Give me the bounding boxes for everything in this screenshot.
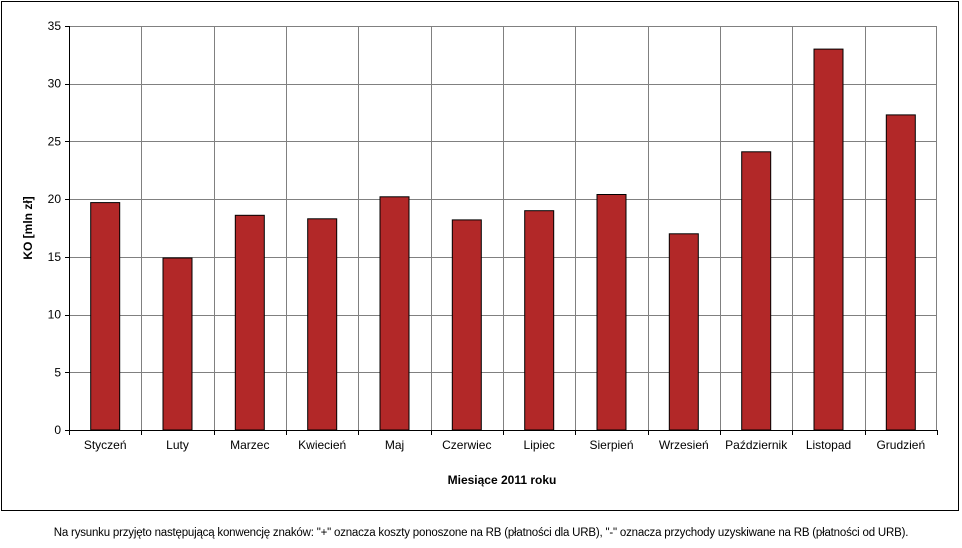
bar-kwiecień (307, 218, 338, 431)
x-tick-label: Październik (725, 438, 788, 452)
bar-czerwiec (451, 219, 482, 431)
bar-maj (379, 196, 410, 431)
y-tick-label: 35 (48, 19, 62, 33)
axes (65, 26, 938, 435)
chart-frame: 0 5 10 15 20 25 30 35 Styczeń Luty Marzec Kwiecień… (1, 1, 959, 511)
y-tick-labels: 0 5 10 15 20 25 30 35 (48, 19, 62, 437)
x-tick-label: Wrzesień (659, 438, 709, 452)
y-axis-title: KO [mln zł] (21, 196, 35, 259)
y-tick-label: 15 (48, 250, 62, 264)
bar-styczeń (90, 202, 121, 431)
y-tick-label: 10 (48, 308, 62, 322)
x-tick-label: Grudzień (876, 438, 925, 452)
bar-lipiec (524, 210, 555, 431)
x-axis-title: Miesiące 2011 roku (448, 473, 557, 487)
x-tick-label: Lipiec (524, 438, 555, 452)
x-tick-label: Czerwiec (442, 438, 491, 452)
y-tick-label: 0 (54, 423, 61, 437)
bar-listopad (813, 48, 844, 431)
bar-luty (162, 257, 193, 431)
bar-marzec (234, 214, 265, 431)
x-tick-label: Marzec (230, 438, 269, 452)
x-tick-label: Styczeń (84, 438, 127, 452)
bar-wrzesień (668, 233, 699, 431)
x-tick-label: Sierpień (589, 438, 633, 452)
x-tick-label: Maj (385, 438, 404, 452)
x-tick-label: Kwiecień (298, 438, 346, 452)
x-tick-labels: Styczeń Luty Marzec Kwiecień Maj Czerwiec Lipi… (84, 438, 925, 452)
y-tick-label: 25 (48, 134, 62, 148)
bar-chart: 0 5 10 15 20 25 30 35 Styczeń Luty Marzec Kwiecień… (21, 19, 938, 487)
y-tick-label: 5 (54, 365, 61, 379)
x-tick-label: Listopad (806, 438, 851, 452)
footnote: Na rysunku przyjęto następującą konwencj… (53, 527, 909, 539)
y-tick-label: 20 (48, 192, 62, 206)
y-tick-label: 30 (48, 77, 62, 91)
bars (90, 48, 916, 431)
bar-październik (741, 151, 772, 431)
bar-grudzień (885, 114, 916, 431)
bar-sierpień (596, 194, 627, 431)
x-tick-label: Luty (166, 438, 189, 452)
